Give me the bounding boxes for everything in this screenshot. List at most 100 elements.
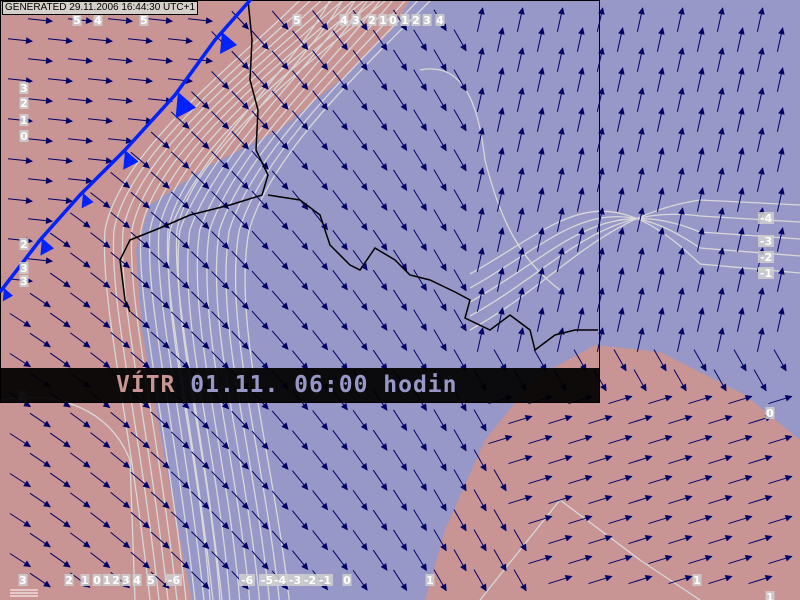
wind-arrow	[768, 555, 793, 565]
wind-arrow	[473, 489, 487, 512]
wind-arrow	[688, 515, 713, 525]
chmi-logo	[10, 589, 38, 597]
contour-label: 1	[80, 574, 90, 587]
wind-arrow	[291, 430, 309, 451]
wind-arrow	[372, 149, 388, 171]
contour-label-text: 1	[81, 574, 89, 587]
wind-arrow	[476, 127, 485, 152]
wind-arrow	[231, 530, 250, 550]
contour-label: 5	[139, 14, 149, 27]
wind-arrow	[191, 171, 210, 190]
contour-label-text: 0	[93, 574, 101, 587]
wind-arrow	[676, 327, 685, 352]
contour-label: 2	[19, 238, 29, 251]
wind-arrow	[528, 555, 553, 565]
wind-arrow	[130, 311, 151, 329]
wind-arrow	[688, 435, 713, 445]
wind-arrow	[211, 511, 230, 530]
wind-arrow	[616, 267, 625, 292]
wind-arrow	[588, 575, 613, 585]
contour-label-text: 3	[352, 14, 360, 27]
contour-label-text: 4	[436, 14, 444, 27]
contour-label-text: 0	[343, 574, 351, 587]
wind-arrow	[150, 291, 170, 309]
wind-arrow	[231, 90, 250, 110]
wind-arrow	[8, 77, 34, 84]
contour-label: 4	[435, 14, 445, 27]
contour-label-text: -3	[760, 235, 772, 248]
wind-arrow	[49, 552, 71, 568]
wind-arrow	[28, 17, 54, 24]
wind-arrow	[312, 250, 329, 271]
wind-arrow	[70, 412, 91, 428]
wind-arrow	[756, 327, 765, 352]
wind-arrow	[733, 349, 747, 372]
wind-arrow	[251, 30, 269, 50]
wind-arrow	[756, 127, 765, 152]
wind-arrow	[90, 432, 111, 449]
wind-arrow	[191, 531, 210, 550]
wind-arrow	[231, 490, 250, 510]
wind-arrow	[736, 27, 745, 52]
wind-arrow	[488, 435, 513, 445]
wind-arrow	[748, 575, 773, 585]
wind-arrow	[668, 535, 693, 545]
contour-label: 0	[388, 14, 398, 27]
wind-arrow	[170, 351, 190, 369]
wind-arrow	[332, 30, 348, 51]
front-triangle	[2, 288, 13, 302]
contour-label-text: 0	[20, 130, 28, 143]
front-triangle	[175, 92, 196, 119]
contour-label-text: -6	[241, 574, 254, 587]
contour-label-text: -2	[304, 574, 316, 587]
wind-arrow	[393, 49, 408, 72]
wind-arrow	[393, 449, 408, 472]
wind-arrow	[191, 251, 210, 270]
wind-arrow	[676, 47, 685, 72]
wind-arrow	[291, 550, 309, 571]
wind-arrow	[516, 127, 525, 152]
wind-arrow	[291, 110, 309, 131]
wind-arrow	[516, 47, 525, 72]
wind-arrow	[668, 415, 693, 425]
wind-arrow	[536, 107, 545, 132]
isoline	[121, 0, 323, 600]
wind-arrow	[496, 267, 505, 292]
wind-arrow	[271, 530, 289, 550]
contour-label: -1	[758, 267, 774, 280]
wind-arrow	[312, 170, 329, 191]
wind-arrow	[108, 17, 134, 24]
wind-arrow	[271, 450, 289, 470]
wind-arrow	[188, 17, 214, 24]
wind-arrow	[372, 269, 388, 291]
wind-arrow	[453, 269, 467, 292]
wind-arrow	[211, 351, 230, 370]
wind-arrow	[476, 7, 485, 32]
wind-arrow	[48, 37, 74, 44]
wind-arrow	[648, 475, 673, 485]
contour-label: 0	[765, 407, 775, 420]
wind-arrow	[768, 515, 793, 525]
wind-arrow	[556, 287, 565, 312]
wind-arrow	[728, 395, 753, 405]
wind-arrow	[433, 209, 447, 232]
wind-arrow	[576, 67, 585, 92]
wind-arrow	[413, 149, 427, 172]
contour-label-text: 4	[133, 574, 141, 587]
contour-label-text: 2	[65, 574, 73, 587]
contour-label: 1	[765, 591, 775, 600]
isoline	[215, 0, 394, 600]
wind-arrow	[696, 307, 705, 332]
wind-arrow	[150, 411, 170, 429]
wind-arrow	[128, 37, 154, 44]
wind-arrow	[271, 130, 289, 150]
wind-arrow	[716, 127, 725, 152]
contour-label: 2	[367, 14, 377, 27]
wind-arrow	[332, 150, 348, 171]
wind-arrow	[28, 137, 54, 144]
wind-arrow	[393, 129, 408, 152]
wind-arrow	[556, 167, 565, 192]
wind-arrow	[768, 475, 793, 485]
contour-label-text: -4	[274, 574, 287, 587]
wind-arrow	[536, 267, 545, 292]
